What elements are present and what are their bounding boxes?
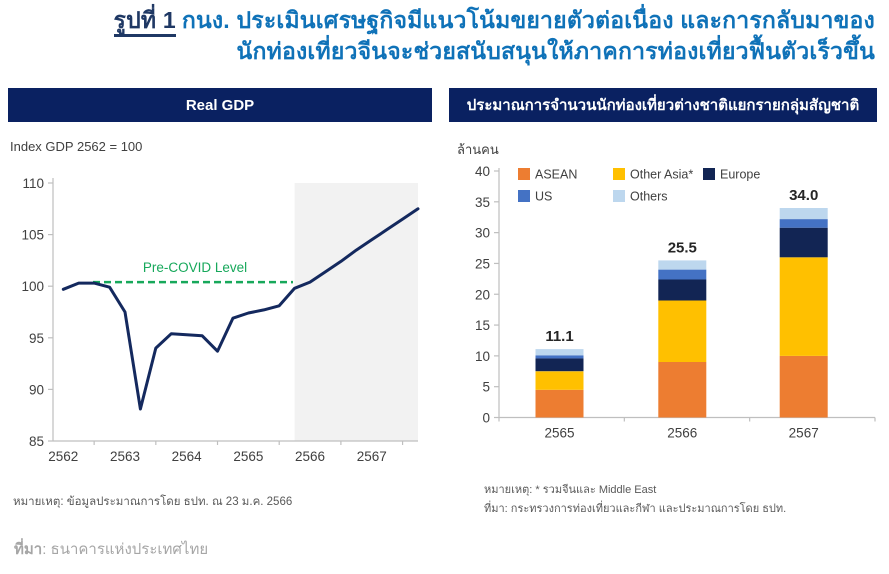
page-source-label: ที่มา bbox=[14, 541, 43, 558]
left-panel-header: Real GDP bbox=[8, 88, 432, 122]
legend-swatch-us bbox=[518, 190, 530, 202]
category-label: 2565 bbox=[544, 426, 574, 441]
bar-segment-others-2565 bbox=[535, 349, 584, 356]
y-tick-label: 15 bbox=[475, 318, 490, 333]
x-tick-label: 2564 bbox=[172, 449, 203, 464]
bar-segment-others-2567 bbox=[779, 208, 828, 220]
tourist-projection-bar-chart: 0 5 10 15 20 25 30 35 40 11.1 2565 25.5 2566 34.0 2567… bbox=[475, 164, 876, 441]
x-tick-label: 2562 bbox=[48, 449, 78, 464]
right-panel-header: ประมาณการจำนวนนักท่องเที่ยวต่างชาติแยกรา… bbox=[449, 88, 877, 122]
legend-swatch-otherasia bbox=[613, 168, 625, 180]
legend-label-us: US bbox=[535, 190, 552, 204]
y-tick-label: 40 bbox=[475, 164, 490, 179]
x-tick-label: 2566 bbox=[295, 449, 325, 464]
tourist-axis-unit-label: ล้านคน bbox=[457, 142, 499, 157]
legend-label-asean: ASEAN bbox=[535, 168, 577, 182]
legend-label-otherasia: Other Asia* bbox=[630, 168, 693, 182]
bar-segment-asean-2566 bbox=[658, 362, 707, 418]
real-gdp-line-chart: 85 90 95 100 105 110 2562 2563 2564 2565 2566 2567 P… bbox=[21, 176, 420, 464]
bar-total-label: 11.1 bbox=[545, 328, 573, 345]
legend-label-others: Others bbox=[630, 190, 668, 204]
y-tick-label: 30 bbox=[475, 226, 490, 241]
legend-swatch-europe bbox=[703, 168, 715, 180]
bar-segment-otherasia-2566 bbox=[658, 300, 707, 362]
x-tick-label: 2567 bbox=[357, 449, 387, 464]
forecast-shaded-region bbox=[294, 183, 418, 441]
y-tick-label: 20 bbox=[475, 287, 490, 302]
bar-segment-us-2565 bbox=[535, 355, 584, 359]
tourist-chart-note: หมายเหตุ: * รวมจีนและ Middle East bbox=[484, 484, 657, 496]
y-tick-label: 25 bbox=[475, 256, 490, 271]
y-tick-label: 105 bbox=[21, 228, 44, 243]
bar-segment-europe-2567 bbox=[779, 227, 828, 258]
figure-title-text1: กนง. ประเมินเศรษฐกิจมีแนวโน้มขยายตัวต่อเ… bbox=[181, 7, 875, 33]
y-tick-label: 95 bbox=[29, 331, 44, 346]
bar-segment-europe-2565 bbox=[535, 358, 584, 372]
y-tick-label: 85 bbox=[29, 434, 44, 449]
y-tick-label: 0 bbox=[482, 411, 490, 426]
y-tick-label: 110 bbox=[22, 176, 44, 191]
x-tick-label: 2563 bbox=[110, 449, 140, 464]
legend-label-europe: Europe bbox=[720, 168, 760, 182]
bar-segment-us-2567 bbox=[779, 219, 828, 228]
gdp-axis-unit-label: Index GDP 2562 = 100 bbox=[10, 139, 143, 154]
gdp-chart-note: หมายเหตุ: ข้อมูลประมาณการโดย ธปท. ณ 23 ม… bbox=[13, 496, 293, 508]
bar-segment-otherasia-2565 bbox=[535, 371, 584, 390]
pre-covid-label: Pre-COVID Level bbox=[143, 260, 247, 275]
page-source: ที่มา: ธนาคารแห่งประเทศไทย bbox=[14, 537, 208, 561]
category-label: 2566 bbox=[667, 426, 697, 441]
bar-segment-us-2566 bbox=[658, 269, 707, 280]
figure-title-line1: รูปที่ 1 กนง. ประเมินเศรษฐกิจมีแนวโน้มขยา… bbox=[113, 5, 875, 37]
bar-segment-asean-2567 bbox=[779, 355, 828, 418]
gdp-line bbox=[61, 207, 420, 411]
y-tick-label: 100 bbox=[21, 279, 44, 294]
figure-title-line2: นักท่องเที่ยวจีนจะช่วยสนับสนุนให้ภาคการท… bbox=[236, 38, 875, 64]
category-label: 2567 bbox=[789, 426, 819, 441]
bar-segment-asean-2565 bbox=[535, 389, 584, 418]
figure-title: รูปที่ 1 กนง. ประเมินเศรษฐกิจมีแนวโน้มขยา… bbox=[113, 5, 875, 67]
y-tick-label: 10 bbox=[475, 349, 490, 364]
bar-segment-otherasia-2567 bbox=[779, 257, 828, 356]
bar-segment-others-2566 bbox=[658, 260, 707, 270]
x-tick-label: 2565 bbox=[233, 449, 263, 464]
y-tick-label: 90 bbox=[29, 382, 44, 397]
legend-swatch-others bbox=[613, 190, 625, 202]
tourist-chart-source: ที่มา: กระทรวงการท่องเที่ยวและกีฬา และปร… bbox=[484, 503, 787, 515]
legend-swatch-asean bbox=[518, 168, 530, 180]
y-tick-label: 5 bbox=[482, 380, 490, 395]
bar-total-label: 34.0 bbox=[789, 187, 818, 204]
figure-number-label: รูปที่ 1 bbox=[113, 7, 176, 37]
bar-segment-europe-2566 bbox=[658, 279, 707, 301]
y-tick-label: 35 bbox=[475, 195, 490, 210]
page-source-text: : ธนาคารแห่งประเทศไทย bbox=[42, 541, 209, 558]
bar-total-label: 25.5 bbox=[668, 239, 697, 256]
